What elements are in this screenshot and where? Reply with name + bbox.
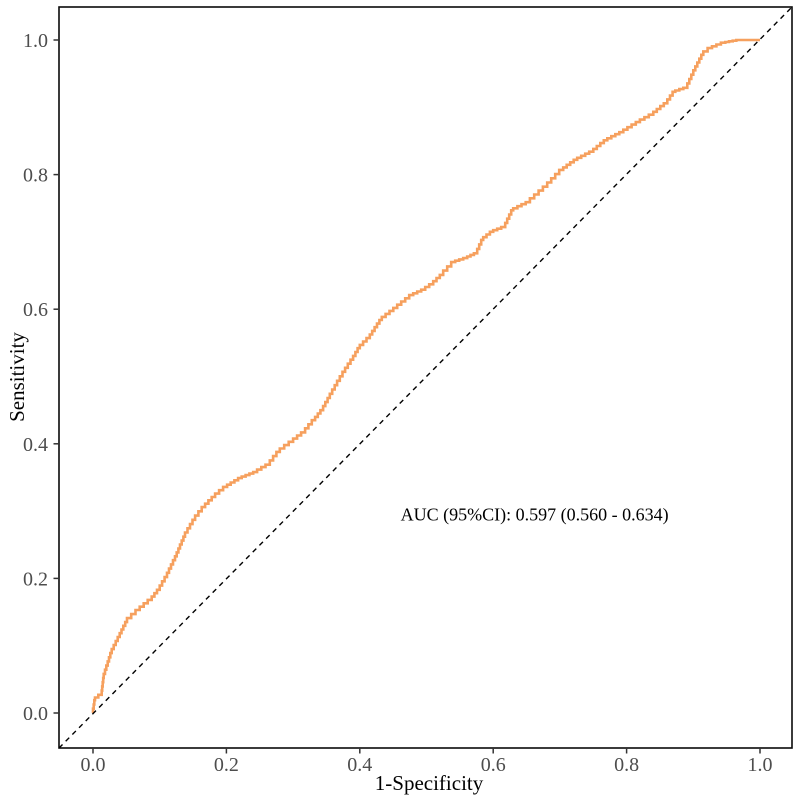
y-tick-label: 0.2 xyxy=(23,568,48,590)
y-tick-label: 1.0 xyxy=(23,30,48,52)
x-axis-ticks: 0.0 0.2 0.4 0.6 0.8 1.0 xyxy=(81,748,773,776)
y-tick-label: 0.6 xyxy=(23,299,48,321)
auc-annotation-text: AUC (95%CI): 0.597 (0.560 - 0.634) xyxy=(401,505,669,526)
x-tick-label: 0.6 xyxy=(481,754,506,776)
y-tick-label: 0.8 xyxy=(23,165,48,187)
plot-panel-border xyxy=(58,6,793,749)
x-tick-label: 0.2 xyxy=(214,754,239,776)
y-axis-title: Sensitivity xyxy=(5,332,29,422)
y-axis-ticks: 0.0 0.2 0.4 0.6 0.8 1.0 xyxy=(23,30,59,725)
x-tick-label: 0.8 xyxy=(614,754,639,776)
series-layer xyxy=(58,6,793,749)
chance-diagonal-line xyxy=(58,6,793,749)
y-tick-label: 0.4 xyxy=(23,434,48,456)
roc-curve-path xyxy=(91,38,760,713)
x-tick-label: 0.0 xyxy=(81,754,106,776)
y-tick-label: 0.0 xyxy=(23,703,48,725)
x-tick-label: 1.0 xyxy=(748,754,773,776)
x-axis-title: 1-Specificity xyxy=(375,771,484,795)
x-tick-label: 0.4 xyxy=(347,754,372,776)
